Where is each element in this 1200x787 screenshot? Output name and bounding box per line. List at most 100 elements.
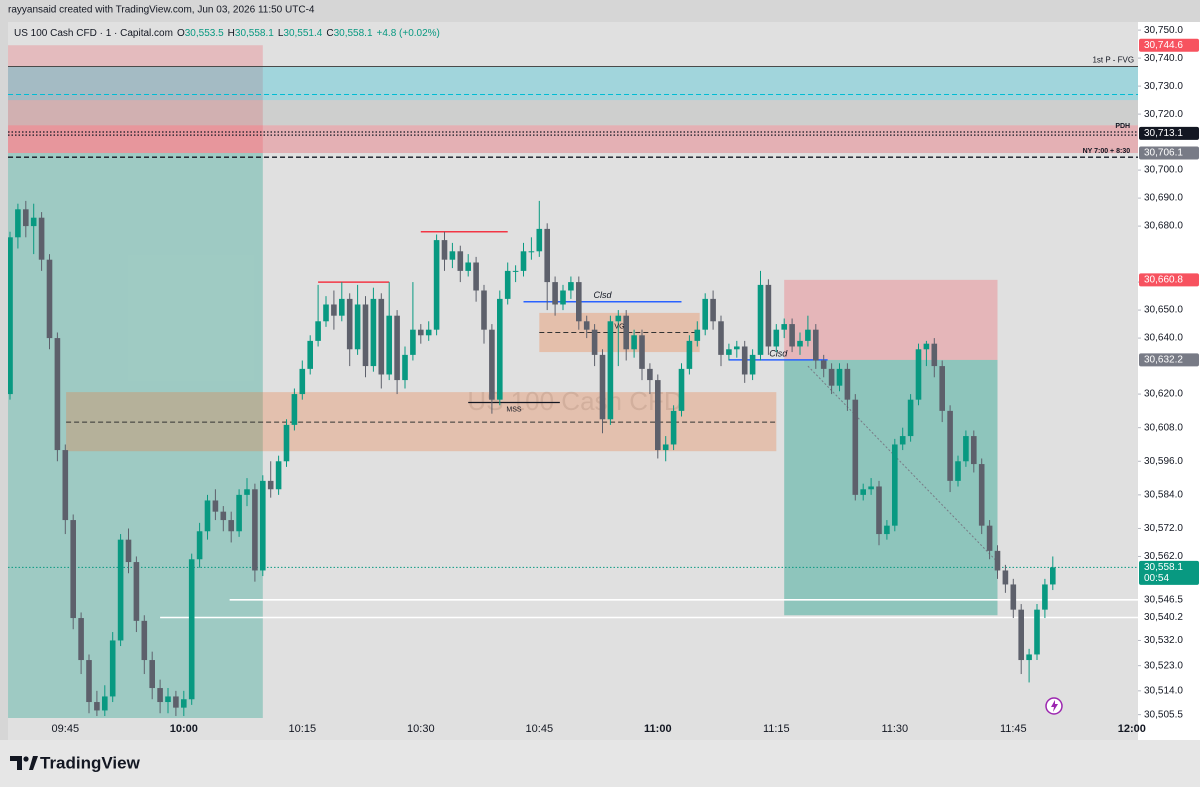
x-tick-label: 12:00 xyxy=(1118,723,1146,735)
price-tag-label: 30,632.2 xyxy=(1144,355,1183,366)
candle-body xyxy=(70,520,76,619)
price-tag xyxy=(1139,560,1199,585)
candle-body xyxy=(125,539,132,563)
candle-body xyxy=(884,525,890,535)
y-tick-label: 30,514.0 xyxy=(1144,685,1183,696)
ohlc-value: 30,558.1 xyxy=(235,28,274,39)
candle-body xyxy=(718,321,724,355)
candle-body xyxy=(449,251,456,260)
y-tick-label: 30,680.0 xyxy=(1144,221,1183,232)
y-tick-label: 30,523.0 xyxy=(1144,660,1183,671)
x-tick-label: 11:45 xyxy=(1000,723,1027,735)
candle-body xyxy=(844,368,851,400)
candle-body xyxy=(813,329,819,361)
candle-body xyxy=(473,262,479,291)
y-tick-label: 30,640.0 xyxy=(1144,333,1183,344)
candle-body xyxy=(346,298,353,350)
candle-body xyxy=(631,335,637,350)
candle-body xyxy=(117,539,124,641)
zone xyxy=(8,100,1138,126)
candle-body xyxy=(362,304,369,367)
ohlc-key: C xyxy=(326,28,333,39)
candle-body xyxy=(354,304,361,350)
candle-body xyxy=(457,251,464,271)
candle-body xyxy=(741,346,748,375)
candle-body xyxy=(749,354,756,375)
candle-body xyxy=(410,329,416,355)
ohlc-value: 30,551.4 xyxy=(283,28,322,39)
y-tick-label: 30,730.0 xyxy=(1144,81,1183,92)
candle-body xyxy=(323,304,329,322)
candle-body xyxy=(425,329,432,336)
candle-body xyxy=(797,340,803,347)
price-tag xyxy=(1139,593,1199,607)
candle-body xyxy=(165,696,171,703)
y-tick-label: 30,596.0 xyxy=(1144,456,1183,467)
footer xyxy=(0,740,1200,787)
candle-body xyxy=(94,702,100,711)
candle-body xyxy=(260,480,266,571)
candle-body xyxy=(528,251,535,253)
candle-body xyxy=(196,531,203,560)
candle-body xyxy=(441,240,448,260)
price-tag xyxy=(1139,146,1199,160)
candle-body xyxy=(481,290,487,330)
x-tick-label: 10:00 xyxy=(170,723,198,735)
candle-body xyxy=(583,321,590,330)
y-tick-label: 30,650.0 xyxy=(1144,305,1183,316)
candle-body xyxy=(62,450,69,521)
x-tick-label: 10:30 xyxy=(407,723,435,735)
candle-body xyxy=(339,298,345,316)
ohlc-value: 30,553.5 xyxy=(185,28,224,39)
candle-body xyxy=(568,282,574,291)
candle-body xyxy=(181,699,187,708)
candle-body xyxy=(852,399,859,495)
candle-body xyxy=(615,315,622,322)
candle-body xyxy=(789,324,795,347)
candles xyxy=(8,200,1056,717)
credit: rayyansaid created with TradingView.com,… xyxy=(8,5,315,16)
candle-body xyxy=(394,315,400,381)
candle-body xyxy=(1010,584,1017,610)
candle-body xyxy=(102,696,108,711)
candle-body xyxy=(923,343,930,350)
zone-label: 1st P - FVG xyxy=(1092,56,1134,65)
price-tag xyxy=(1139,126,1199,140)
candle-body xyxy=(497,298,503,400)
price-tag-label: 30,713.1 xyxy=(1144,128,1183,139)
candle-body xyxy=(1034,609,1040,655)
candle-body xyxy=(647,368,653,381)
candle-body xyxy=(173,696,179,708)
candle-body xyxy=(836,368,843,386)
candle-body xyxy=(599,354,606,420)
candle-body xyxy=(252,489,258,571)
candle-body xyxy=(915,349,922,400)
candle-body xyxy=(86,660,92,703)
candle-body xyxy=(512,270,519,272)
y-tick-label: 30,720.0 xyxy=(1144,109,1183,120)
candle-body xyxy=(820,360,827,369)
candle-body xyxy=(892,444,898,526)
candle-body xyxy=(828,368,835,386)
zone xyxy=(8,153,263,718)
level-label: Clsd xyxy=(593,290,612,300)
x-tick-label: 11:15 xyxy=(763,723,790,735)
candle-body xyxy=(291,394,298,425)
candle-body xyxy=(623,315,629,350)
level-label: Clsd xyxy=(769,348,788,358)
level-label: MSS xyxy=(506,406,522,413)
x-tick-label: 10:45 xyxy=(526,723,554,735)
y-tick-label: 30,584.0 xyxy=(1144,490,1183,501)
candle-body xyxy=(141,620,148,661)
candle-body xyxy=(986,525,993,551)
candle-body xyxy=(773,329,780,347)
plot-background xyxy=(8,22,1138,740)
price-tag-label: 30,706.1 xyxy=(1144,148,1183,159)
candle-body xyxy=(544,228,550,283)
candle-body xyxy=(899,436,906,445)
candle-body xyxy=(386,315,392,375)
candle-body xyxy=(299,368,306,395)
candle-body xyxy=(267,480,274,490)
